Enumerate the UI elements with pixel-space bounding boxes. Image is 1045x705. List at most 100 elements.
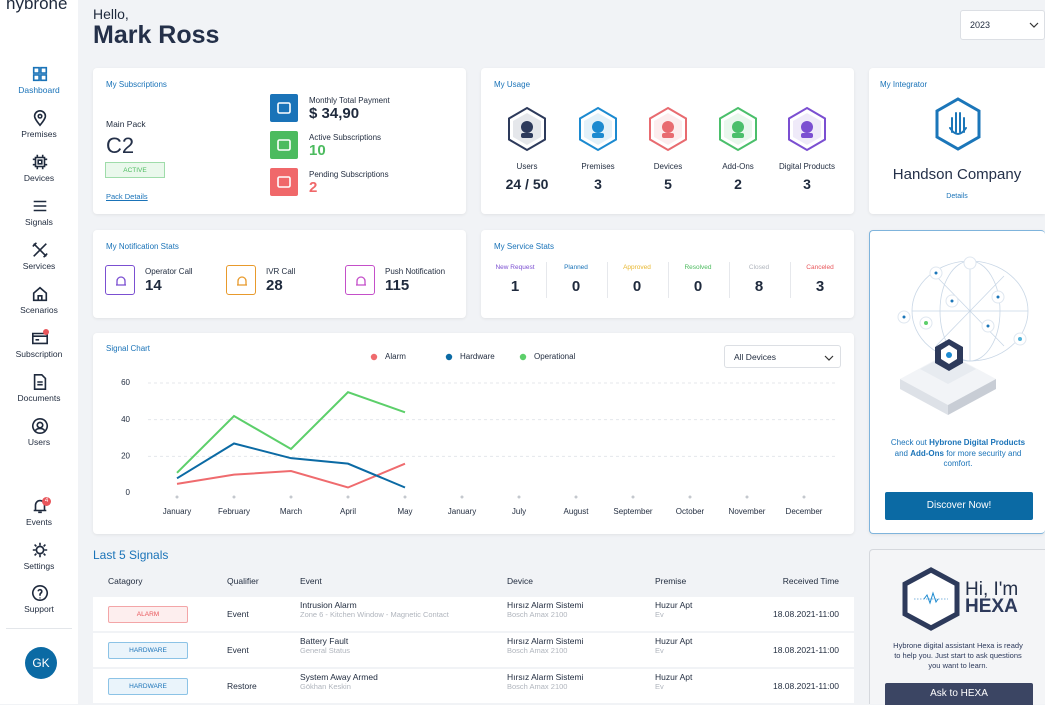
service-label: Resolved (684, 264, 712, 271)
notification-label: IVR Call (266, 267, 296, 276)
usage-icon (788, 106, 826, 152)
service-label: Planned (564, 264, 588, 271)
greeting: Hello, (93, 6, 129, 22)
series-line (176, 462, 406, 489)
column-header: Qualifier (227, 576, 259, 586)
pack-name: C2 (106, 133, 135, 158)
cell-title: Battery Fault (300, 636, 349, 646)
pack-details-link[interactable]: Pack Details (106, 192, 148, 201)
nav-label[interactable]: Services (22, 261, 56, 271)
subscription-label: Active Subscriptions (309, 133, 382, 142)
nav-label[interactable]: Signals (25, 217, 53, 227)
card-title: My Service Stats (494, 242, 555, 251)
subscription-icon (270, 131, 298, 159)
usage-label: Digital Products (778, 162, 836, 171)
nav-icon (32, 66, 48, 82)
cell-title: Huzur Apt (655, 636, 693, 646)
usage-icon (719, 106, 757, 152)
integrator-details-link[interactable]: Details (946, 193, 968, 200)
ask-hexa-button[interactable]: Ask to HEXA (885, 683, 1033, 705)
nav-icon (32, 417, 48, 434)
cell-title: Huzur Apt (655, 672, 693, 682)
nav-label[interactable]: Subscription (15, 349, 63, 359)
notification-value: 28 (266, 277, 283, 294)
icon-shape (33, 373, 47, 391)
nav-label[interactable]: Devices (23, 173, 55, 183)
x-axis-dot (745, 495, 749, 499)
nav-label[interactable]: Scenarios (20, 305, 58, 315)
cell-detail: Gökhan Keskin (300, 682, 351, 691)
notification-value: 14 (145, 277, 162, 294)
icon-glyph (662, 121, 674, 133)
logo: hybrone (6, 0, 68, 13)
usage-value: 3 (594, 176, 602, 192)
year-select[interactable]: 2023 (960, 10, 1045, 40)
subscription-icon (270, 168, 298, 196)
status-badge: ACTIVE (105, 162, 165, 178)
avatar[interactable]: GK (25, 647, 57, 679)
nav-label[interactable]: Documents (17, 393, 61, 403)
chart-title: Signal Chart (106, 344, 151, 353)
qualifier: Event (227, 645, 249, 655)
subscription-label: Monthly Total Payment (309, 96, 390, 105)
icon-shape (32, 66, 48, 82)
device-filter[interactable]: All Devices (724, 345, 841, 368)
discover-button[interactable]: Discover Now! (885, 492, 1033, 520)
x-axis-dot (574, 495, 578, 499)
icon-shape (32, 286, 48, 302)
usage-card: My Usage Users 24 / 50 Premises 3 Devices 5 Ad… (481, 68, 854, 214)
nav-label[interactable]: Dashboard (18, 85, 60, 95)
subscription-value: 10 (309, 142, 326, 159)
cell-title: Intrusion Alarm (300, 600, 357, 610)
x-axis-dot (517, 495, 521, 499)
usage-label: Users (516, 162, 538, 171)
cell-detail: General Status (300, 646, 351, 655)
subscription-label: Pending Subscriptions (309, 170, 389, 179)
card-title: My Notification Stats (106, 242, 179, 251)
x-tick-label: March (280, 507, 302, 516)
events-badge: 4 (42, 497, 51, 506)
nav-icon (32, 542, 48, 558)
nav-label[interactable]: Premises (21, 129, 57, 139)
nav-label[interactable]: Events (26, 517, 52, 527)
x-tick-label: May (397, 507, 412, 516)
notification-card: My Notification Stats Operator Call 14 IVR… (93, 230, 466, 318)
x-tick-label: February (218, 507, 250, 516)
notification-label: Push Notification (385, 267, 446, 276)
cell-title: Huzur Apt (655, 600, 693, 610)
icon-glyph (277, 102, 291, 114)
nav-icon (33, 110, 47, 127)
qualifier: Restore (227, 681, 257, 691)
icon-shape (32, 542, 48, 558)
x-tick-label: July (512, 507, 526, 516)
legend-label: Operational (534, 352, 576, 361)
nav-label[interactable]: Settings (23, 561, 55, 571)
nav-label[interactable]: Support (24, 604, 54, 614)
card-title: My Integrator (880, 80, 928, 89)
y-tick-label: 0 (126, 488, 131, 497)
x-axis-dot (289, 495, 293, 499)
icon-glyph (237, 276, 247, 286)
category-badge: HARDWARE (108, 642, 188, 659)
integrator-card: My Integrator Handson Company Details (869, 68, 1045, 214)
nav-icon (32, 286, 48, 302)
usage-icon (508, 106, 546, 152)
chevron (1029, 22, 1039, 28)
notification-icon (226, 265, 256, 295)
received-time: 18.08.2021-11:00 (772, 645, 839, 655)
usage-value: 5 (664, 176, 672, 192)
legend-label: Alarm (385, 352, 406, 361)
service-value: 1 (510, 278, 520, 295)
hexa-text: Hybrone digital assistant Hexa is ready … (893, 641, 1023, 670)
column-header: Premise (655, 576, 687, 586)
hexa-name: HEXA (965, 596, 1018, 617)
usage-label: Devices (653, 162, 683, 171)
nav-label[interactable]: Users (27, 437, 51, 447)
cell-detail: Bosch Amax 2100 (507, 610, 568, 619)
icon-glyph (732, 133, 744, 138)
y-tick-label: 20 (121, 451, 130, 460)
subscription-value: $ 34,90 (309, 105, 360, 122)
cell-title: Hırsız Alarm Sistemi (507, 672, 584, 682)
cell-detail: Ev (655, 646, 664, 655)
cell-detail: Bosch Amax 2100 (507, 682, 568, 691)
